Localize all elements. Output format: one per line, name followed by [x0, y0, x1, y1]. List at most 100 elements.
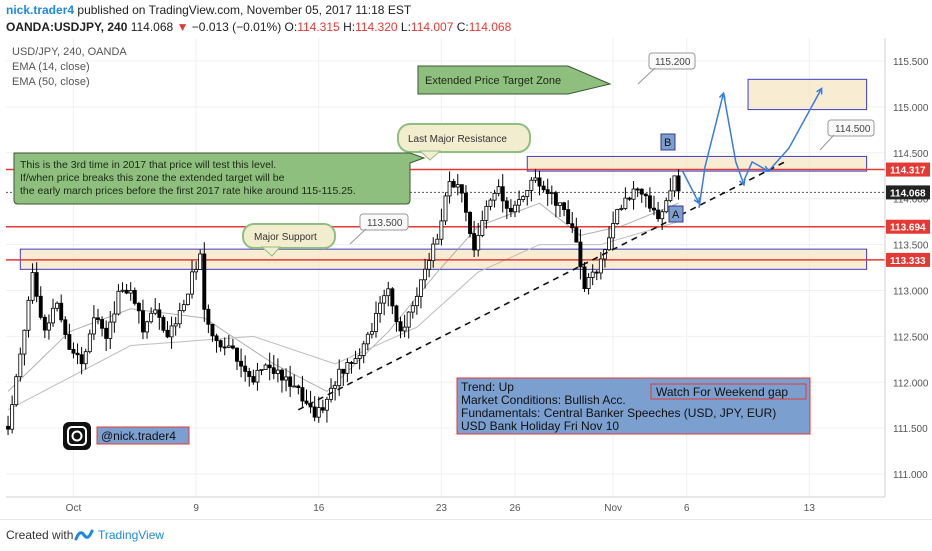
candle-body-up: [374, 312, 378, 332]
candle-body-up: [177, 310, 182, 325]
candles-layer: [6, 168, 681, 436]
candle-body-down: [59, 302, 64, 321]
candle: [545, 178, 550, 206]
candle: [235, 347, 239, 371]
candle: [161, 315, 166, 333]
chart-header: nick.trader4 published on TradingView.co…: [0, 0, 932, 38]
candle: [484, 200, 489, 229]
price-axis[interactable]: 111.000 111.500 112.000 112.500 113.000 113.5…: [884, 38, 932, 497]
candle: [255, 363, 260, 391]
candle-body-up: [431, 243, 436, 262]
candle: [345, 358, 350, 383]
candle-body-up: [386, 288, 391, 297]
last-major-resistance-callout[interactable]: Last Major Resistance: [397, 123, 531, 161]
candle-body-down: [545, 189, 550, 194]
candle-body-down: [38, 295, 43, 318]
candle: [222, 337, 227, 356]
candle-body-up: [149, 312, 154, 323]
time-tick-label: 13: [804, 503, 816, 514]
marker-a[interactable]: A: [668, 205, 684, 223]
callout-115200[interactable]: 115.200: [637, 52, 696, 85]
candle: [230, 338, 235, 350]
candle-body-up: [488, 199, 493, 207]
marker-b[interactable]: B: [660, 133, 676, 151]
candle-body-up: [423, 268, 428, 281]
candle: [553, 190, 558, 218]
candle: [104, 320, 109, 351]
candle: [116, 284, 121, 316]
candle: [349, 361, 354, 374]
candle-body-up: [549, 192, 554, 195]
candle: [652, 195, 656, 216]
candle: [402, 314, 407, 338]
candle-body-down: [71, 348, 76, 354]
candle-body-up: [198, 253, 203, 270]
publish-line: nick.trader4 published on TradingView.co…: [6, 3, 411, 17]
candle: [598, 252, 603, 280]
candle: [181, 299, 186, 313]
time-axis[interactable]: Oct 9 16 23 26 Nov 6 13: [6, 496, 885, 514]
candle: [386, 281, 391, 307]
candle-body-up: [255, 369, 260, 383]
candle: [239, 348, 244, 378]
candle-body-up: [91, 317, 96, 335]
candle: [419, 279, 423, 309]
candle-body-up: [14, 376, 19, 406]
candle: [247, 367, 252, 387]
candle: [398, 316, 403, 339]
candle-body-up: [419, 279, 423, 297]
tradingview-brand[interactable]: TradingView: [98, 528, 165, 542]
analysis-note[interactable]: This is the 3rd time in 2017 that price …: [13, 152, 426, 205]
candle-body-up: [447, 181, 452, 197]
candle: [431, 237, 436, 268]
target-zone-callout[interactable]: Extended Price Target Zone: [417, 65, 612, 95]
candle: [120, 282, 125, 293]
candle: [292, 374, 297, 388]
low-value: 114.007: [410, 20, 454, 34]
candle-body-down: [251, 376, 256, 383]
price-axis-bg: [885, 38, 932, 497]
candle: [316, 396, 321, 423]
candle: [394, 304, 399, 332]
candle-body-down: [161, 316, 166, 331]
candle: [427, 252, 432, 278]
chart-area[interactable]: 111.000 111.500 112.000 112.500 113.000 113.5…: [0, 38, 932, 519]
major-support-callout[interactable]: Major Support: [242, 223, 336, 257]
author-name[interactable]: nick.trader4: [6, 3, 75, 17]
target-zone-label: Extended Price Target Zone: [425, 75, 561, 87]
callout-113500[interactable]: 113.500: [349, 213, 409, 245]
chart-background: [0, 38, 932, 519]
candle-body-down: [635, 188, 640, 191]
candle: [218, 339, 223, 352]
callout-114500[interactable]: 114.500: [819, 119, 875, 151]
candle-body-down: [304, 400, 309, 404]
candle: [18, 347, 23, 382]
candle: [26, 296, 31, 338]
candle: [124, 284, 129, 295]
candle-body-down: [288, 376, 293, 387]
candle-body-up: [611, 223, 616, 239]
candle-body-up: [623, 197, 628, 209]
candle: [353, 350, 358, 364]
candle: [533, 168, 538, 183]
candle-body-up: [590, 271, 595, 278]
arrow-path: [698, 92, 725, 208]
candle: [185, 293, 190, 306]
candle: [153, 298, 158, 316]
candle: [63, 316, 68, 340]
candle: [157, 302, 162, 330]
price-tick-label: 113.000: [893, 286, 929, 297]
info-holiday: USD Bank Holiday Fri Nov 10: [461, 419, 619, 433]
legend-ema14: EMA (14, close): [12, 61, 90, 73]
candle: [627, 196, 632, 201]
candle: [382, 289, 387, 316]
price-tag-bg: [886, 219, 930, 234]
candle: [79, 346, 84, 375]
candle: [75, 343, 80, 365]
note-line-3: the early march prices before the first …: [20, 185, 356, 197]
instagram-badge[interactable]: @nick.trader4: [63, 422, 190, 450]
major-support-label: Major Support: [254, 232, 317, 243]
candle: [586, 273, 591, 295]
info-box[interactable]: Trend: Up Market Conditions: Bullish Acc…: [456, 377, 811, 435]
close-value: 114.068: [468, 20, 512, 34]
